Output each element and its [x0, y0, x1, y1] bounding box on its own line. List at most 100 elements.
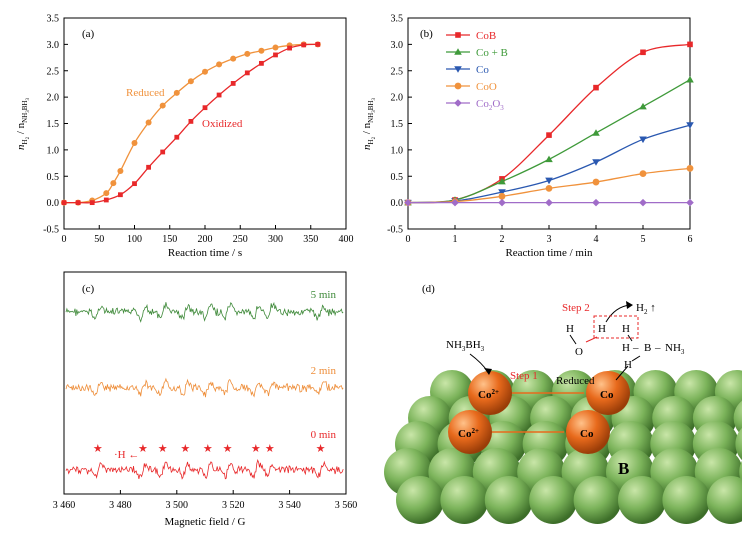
epr-spectrum-0 — [65, 301, 344, 323]
ylabel-mid: / n — [15, 122, 27, 137]
panel-a-point-0 — [110, 180, 117, 187]
b-ylabel-sub-h: H — [367, 139, 375, 144]
h-h-bond-box — [593, 315, 639, 339]
epr-line-star: ★ — [265, 443, 275, 455]
bond-to-co — [615, 365, 629, 381]
panel-b-point-2 — [498, 189, 506, 196]
panel-a: 0 50 100 150 200 250 300 350 400 -0.5 0.0 0.5 1.0 1.5… — [15, 14, 354, 260]
epr-line-star: ★ — [203, 443, 213, 455]
panel-a-ytick-label: 0.5 — [47, 172, 60, 183]
ylabel-sub-3a: 3 — [26, 110, 31, 113]
panel-a-point-0 — [258, 47, 265, 54]
panel-a-point-1 — [75, 200, 81, 206]
panel-c-h-annotation: ·H ← — [114, 449, 139, 461]
boron-sphere — [440, 476, 489, 524]
bond-h-o — [569, 334, 577, 345]
b-ylabel-sub-3b: 3 — [372, 98, 377, 101]
panel-c-xtick-label: 3 500 — [166, 500, 189, 511]
panel-b-ytick-label: 2.5 — [391, 66, 404, 77]
epr-line-star: ★ — [316, 443, 326, 455]
boron-sphere — [706, 476, 742, 524]
legend-label-1: Co + B — [476, 47, 508, 59]
mol-b: B — [644, 342, 651, 354]
panel-a-point-0 — [187, 78, 194, 85]
panel-b-point-4 — [545, 198, 553, 207]
panel-b-ticks: 0 1 2 3 4 5 6 -0.5 0.0 0.5 1.0 1.5 2.0 2.5 3.0 3.5 — [387, 14, 692, 246]
co-label-front: Co — [580, 428, 594, 440]
panel-a-xtick-label: 350 — [303, 234, 318, 245]
legend-marker-1 — [454, 48, 462, 55]
b-ylabel-sub-nh: NH — [367, 113, 375, 123]
ylabel-n1: n — [15, 144, 27, 150]
boron-label: B — [618, 459, 629, 478]
panel-a-ticks: 0 50 100 150 200 250 300 350 400 -0.5 0.0 0.5 1.0 1.5… — [43, 14, 353, 246]
panel-a-xtick-label: 0 — [62, 234, 67, 245]
panel-b-xtick-label: 0 — [406, 234, 411, 245]
mol-dash1: – — [632, 342, 639, 354]
panel-d: (d) Co2+ Co Co2+ Co Step 1 Reduced NH3BH… — [384, 283, 742, 524]
panel-a-xtick-label: 400 — [339, 234, 354, 245]
panel-a-point-0 — [103, 190, 110, 197]
h2-release-arrow — [605, 304, 631, 323]
panel-b-ytick-label: 0.5 — [391, 172, 404, 183]
bond-h-b-bottom — [631, 355, 641, 362]
panel-a-ytick-label: 2.0 — [47, 93, 60, 104]
panel-b-point-1 — [498, 177, 506, 185]
panel-a-label: (a) — [82, 28, 95, 40]
panel-b-xtick-label: 6 — [688, 234, 693, 245]
panel-b-point-0 — [640, 49, 646, 56]
panel-a-point-0 — [159, 102, 166, 109]
panel-b-point-3 — [639, 170, 647, 178]
panel-b-point-3 — [686, 164, 694, 172]
panel-a-point-0 — [216, 61, 223, 68]
legend-label-3: CoO — [476, 81, 497, 93]
boron-sphere — [529, 476, 578, 524]
panel-a-point-1 — [146, 164, 151, 170]
panel-a-point-0 — [117, 167, 124, 174]
co2plus-label-back: Co2+ — [478, 388, 499, 401]
epr-spectrum-1 — [65, 377, 344, 398]
panel-c-xtick-label: 3 560 — [335, 500, 358, 511]
panel-a-xtick-label: 50 — [94, 234, 104, 245]
panel-a-point-1 — [61, 200, 67, 206]
legend-marker-0 — [455, 32, 461, 38]
svg-text:nH2 / nNH3BH3: nH2 / nNH3BH3 — [15, 98, 31, 150]
panel-a-point-1 — [103, 197, 109, 203]
panel-b-point-3 — [592, 178, 600, 186]
panel-a-xtick-label: 200 — [198, 234, 213, 245]
panel-a-point-1 — [188, 118, 194, 124]
panel-a-ylabel: nH2 / nNH3BH3 — [15, 98, 31, 150]
epr-line-star: ★ — [158, 443, 168, 455]
panel-b-ytick-label: 3.0 — [391, 40, 404, 51]
panel-a-annotation-oxidized: Oxidized — [202, 118, 243, 130]
epr-line-star: ★ — [251, 443, 261, 455]
reduced-label: Reduced — [556, 375, 595, 387]
panel-a-point-1 — [287, 45, 292, 51]
mol-nh3: NH3 — [665, 342, 685, 356]
panel-b-point-2 — [592, 159, 600, 166]
mol-dash2: – — [654, 342, 661, 354]
panel-a-series — [61, 41, 321, 206]
legend-marker-4 — [454, 99, 462, 107]
legend-label-2: Co — [476, 64, 489, 76]
panel-a-xlabel: Reaction time / s — [168, 247, 242, 259]
epr-line-star: ★ — [223, 443, 233, 455]
panel-b-xtick-label: 4 — [594, 234, 599, 245]
panel-a-point-1 — [301, 42, 307, 48]
panel-c: 3 460 3 480 3 500 3 520 3 540 3 560 ★ ★ ★ ★ ★ ★ ★ ★ ★… — [53, 271, 358, 528]
panel-b-point-4 — [639, 198, 647, 207]
legend-label-0: CoB — [476, 30, 496, 42]
b-ylabel-sub-3a: 3 — [372, 110, 377, 113]
panel-a-point-1 — [174, 134, 180, 140]
panel-b-ytick-label: 2.0 — [391, 93, 404, 104]
panel-a-point-1 — [273, 52, 278, 58]
ylabel-sub-nh: NH — [21, 113, 29, 123]
panel-b-point-4 — [498, 198, 506, 207]
panel-b-ylabel: nH2 / nNH3BH3 — [361, 98, 377, 150]
panel-c-ticks: 3 460 3 480 3 500 3 520 3 540 3 560 — [53, 490, 358, 511]
panel-b-point-1 — [592, 129, 600, 136]
mol-o: O — [575, 346, 583, 358]
co-label-back: Co — [600, 389, 614, 401]
epr-line-star: ★ — [180, 443, 190, 455]
panel-a-point-1 — [216, 92, 222, 98]
